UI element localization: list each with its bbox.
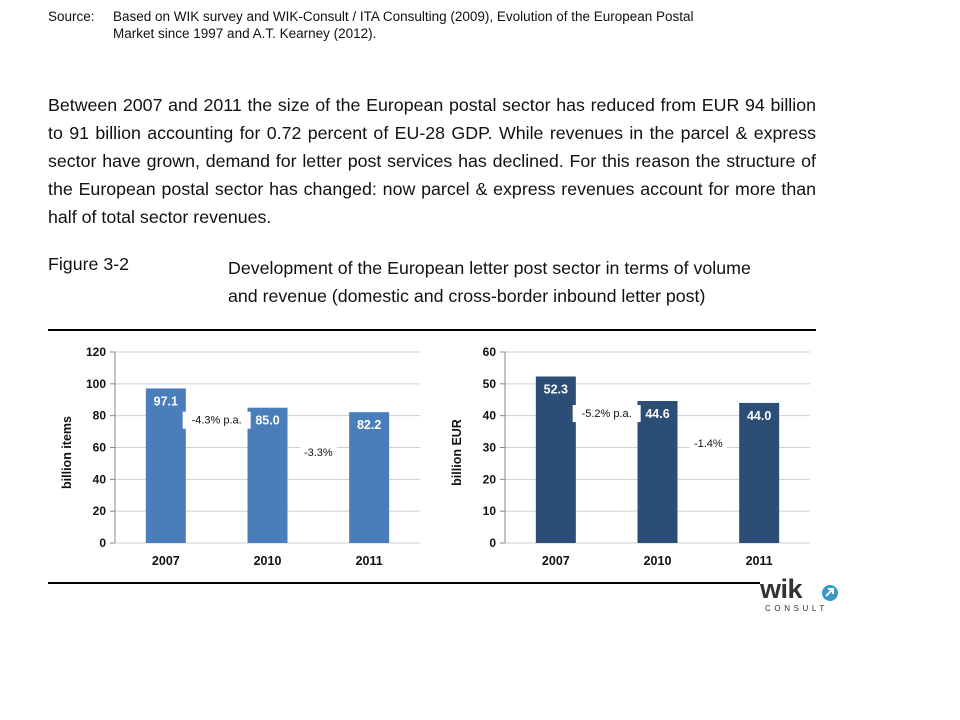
annotation-label: -5.2% p.a. bbox=[582, 408, 632, 420]
bar bbox=[349, 412, 390, 543]
y-tick-label: 0 bbox=[99, 536, 106, 550]
y-tick-label: 60 bbox=[483, 345, 497, 359]
bar-data-label: 97.1 bbox=[154, 394, 178, 408]
bar-data-label: 85.0 bbox=[255, 414, 279, 428]
y-tick-label: 0 bbox=[489, 536, 496, 550]
x-tick-label: 2011 bbox=[746, 554, 773, 568]
y-tick-label: 60 bbox=[93, 441, 107, 455]
y-tick-label: 10 bbox=[483, 504, 497, 518]
y-axis-label: billion EUR bbox=[450, 419, 464, 486]
body-paragraph: Between 2007 and 2011 the size of the Eu… bbox=[48, 95, 816, 227]
annotation-box bbox=[182, 411, 251, 429]
revenue-chart: 0 10 20 30 40 50 60 billion EUR 52.3 2007 44.6 2010… bbox=[450, 345, 810, 568]
source-line-2: Market since 1997 and A.T. Kearney (2012… bbox=[113, 26, 377, 41]
annotation-label: -1.4% bbox=[694, 438, 723, 450]
annotation-box bbox=[299, 444, 337, 462]
figure-title-line-2: and revenue (domestic and cross-border i… bbox=[228, 286, 706, 306]
annotation-box bbox=[572, 405, 641, 423]
bar bbox=[145, 388, 186, 543]
bar bbox=[535, 376, 576, 543]
bar bbox=[637, 401, 678, 543]
y-tick-label: 30 bbox=[483, 441, 497, 455]
bar bbox=[739, 402, 780, 543]
y-tick-label: 20 bbox=[483, 472, 497, 486]
y-tick-label: 40 bbox=[93, 472, 107, 486]
wik-consult-logo: wik CONSULT bbox=[760, 574, 838, 613]
y-tick-label: 50 bbox=[483, 377, 497, 391]
y-tick-label: 120 bbox=[86, 345, 106, 359]
source-label: Source: bbox=[48, 9, 95, 24]
y-tick-label: 40 bbox=[483, 409, 497, 423]
bar-data-label: 44.6 bbox=[645, 407, 669, 421]
figure-bottom-rule bbox=[48, 582, 760, 584]
bar bbox=[247, 407, 288, 543]
figure-top-rule bbox=[48, 329, 816, 331]
y-tick-label: 20 bbox=[93, 504, 107, 518]
y-tick-label: 80 bbox=[93, 409, 107, 423]
source-line-1: Based on WIK survey and WIK-Consult / IT… bbox=[113, 9, 694, 24]
x-tick-label: 2007 bbox=[152, 554, 180, 568]
figure-title: Development of the European letter post … bbox=[228, 254, 828, 310]
bar-data-label: 82.2 bbox=[357, 418, 381, 432]
y-tick-label: 100 bbox=[86, 377, 106, 391]
x-tick-label: 2007 bbox=[542, 554, 570, 568]
y-axis-label: billion items bbox=[60, 416, 74, 489]
bar-data-label: 52.3 bbox=[544, 383, 568, 397]
annotation-label: -4.3% p.a. bbox=[192, 415, 242, 427]
source-note: Source: Based on WIK survey and WIK-Consu… bbox=[48, 8, 838, 42]
logo-subtext: CONSULT bbox=[765, 604, 828, 613]
figure-number: Figure 3-2 bbox=[48, 254, 130, 274]
bar-data-label: 44.0 bbox=[747, 409, 771, 423]
x-tick-label: 2011 bbox=[356, 554, 383, 568]
logo-arrow-icon bbox=[822, 585, 838, 601]
figure-title-line-1: Development of the European letter post … bbox=[228, 258, 751, 278]
annotation-box bbox=[689, 434, 727, 452]
x-tick-label: 2010 bbox=[644, 554, 672, 568]
annotation-label: -3.3% bbox=[304, 447, 333, 459]
x-tick-label: 2010 bbox=[254, 554, 282, 568]
logo-text: wik bbox=[760, 574, 803, 604]
volume-chart: 0 20 40 60 80 100 120 billion items 97.1 2007 85.0… bbox=[60, 345, 420, 568]
